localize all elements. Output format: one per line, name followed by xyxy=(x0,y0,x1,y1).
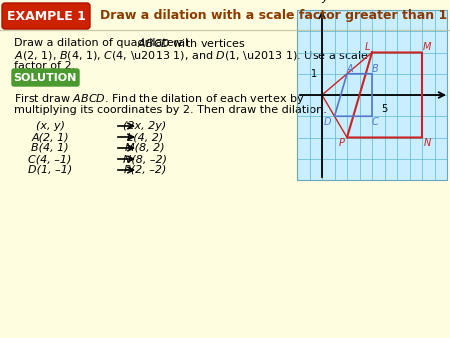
Text: D: D xyxy=(324,117,331,127)
Text: $ABCD$ with vertices: $ABCD$ with vertices xyxy=(14,37,246,49)
Text: (x, y): (x, y) xyxy=(36,121,64,131)
Text: M(8, 2): M(8, 2) xyxy=(125,143,165,153)
Text: A(2, 1): A(2, 1) xyxy=(31,132,69,142)
Text: EXAMPLE 1: EXAMPLE 1 xyxy=(7,9,86,23)
Text: Draw a dilation with a scale factor greater than 1: Draw a dilation with a scale factor grea… xyxy=(100,9,447,23)
Text: N: N xyxy=(423,139,431,148)
FancyBboxPatch shape xyxy=(2,3,90,29)
Text: (2x, 2y): (2x, 2y) xyxy=(123,121,166,131)
Text: C(4, –1): C(4, –1) xyxy=(28,154,72,164)
Text: P(2, –2): P(2, –2) xyxy=(124,165,166,175)
Text: C: C xyxy=(372,117,378,127)
Text: B(4, 1): B(4, 1) xyxy=(31,143,69,153)
Text: SOLUTION: SOLUTION xyxy=(14,73,76,83)
Text: 1: 1 xyxy=(311,69,317,79)
Text: $y$: $y$ xyxy=(320,0,329,5)
Bar xyxy=(297,10,447,180)
Text: 5: 5 xyxy=(382,104,387,114)
Text: D(1, –1): D(1, –1) xyxy=(28,165,72,175)
Text: multiplying its coordinates by 2. Then draw the dilation.: multiplying its coordinates by 2. Then d… xyxy=(14,105,327,115)
FancyBboxPatch shape xyxy=(12,69,79,86)
Text: $A$(2, 1), $B$(4, 1), $C$(4, \u2013 1), and $D$(1, \u2013 1). Use a scale: $A$(2, 1), $B$(4, 1), $C$(4, \u2013 1), … xyxy=(14,48,369,62)
Text: L(4, 2): L(4, 2) xyxy=(127,132,163,142)
Text: First draw $ABCD$. Find the dilation of each vertex by: First draw $ABCD$. Find the dilation of … xyxy=(14,92,305,106)
Text: M: M xyxy=(423,43,431,52)
Text: L: L xyxy=(364,43,370,52)
Text: A: A xyxy=(346,64,353,74)
Text: Draw a dilation of quadrilateral: Draw a dilation of quadrilateral xyxy=(14,38,192,48)
Text: N(8, –2): N(8, –2) xyxy=(123,154,167,164)
Text: P: P xyxy=(339,139,345,148)
Text: factor of 2.: factor of 2. xyxy=(14,61,75,71)
Text: B: B xyxy=(372,64,378,74)
